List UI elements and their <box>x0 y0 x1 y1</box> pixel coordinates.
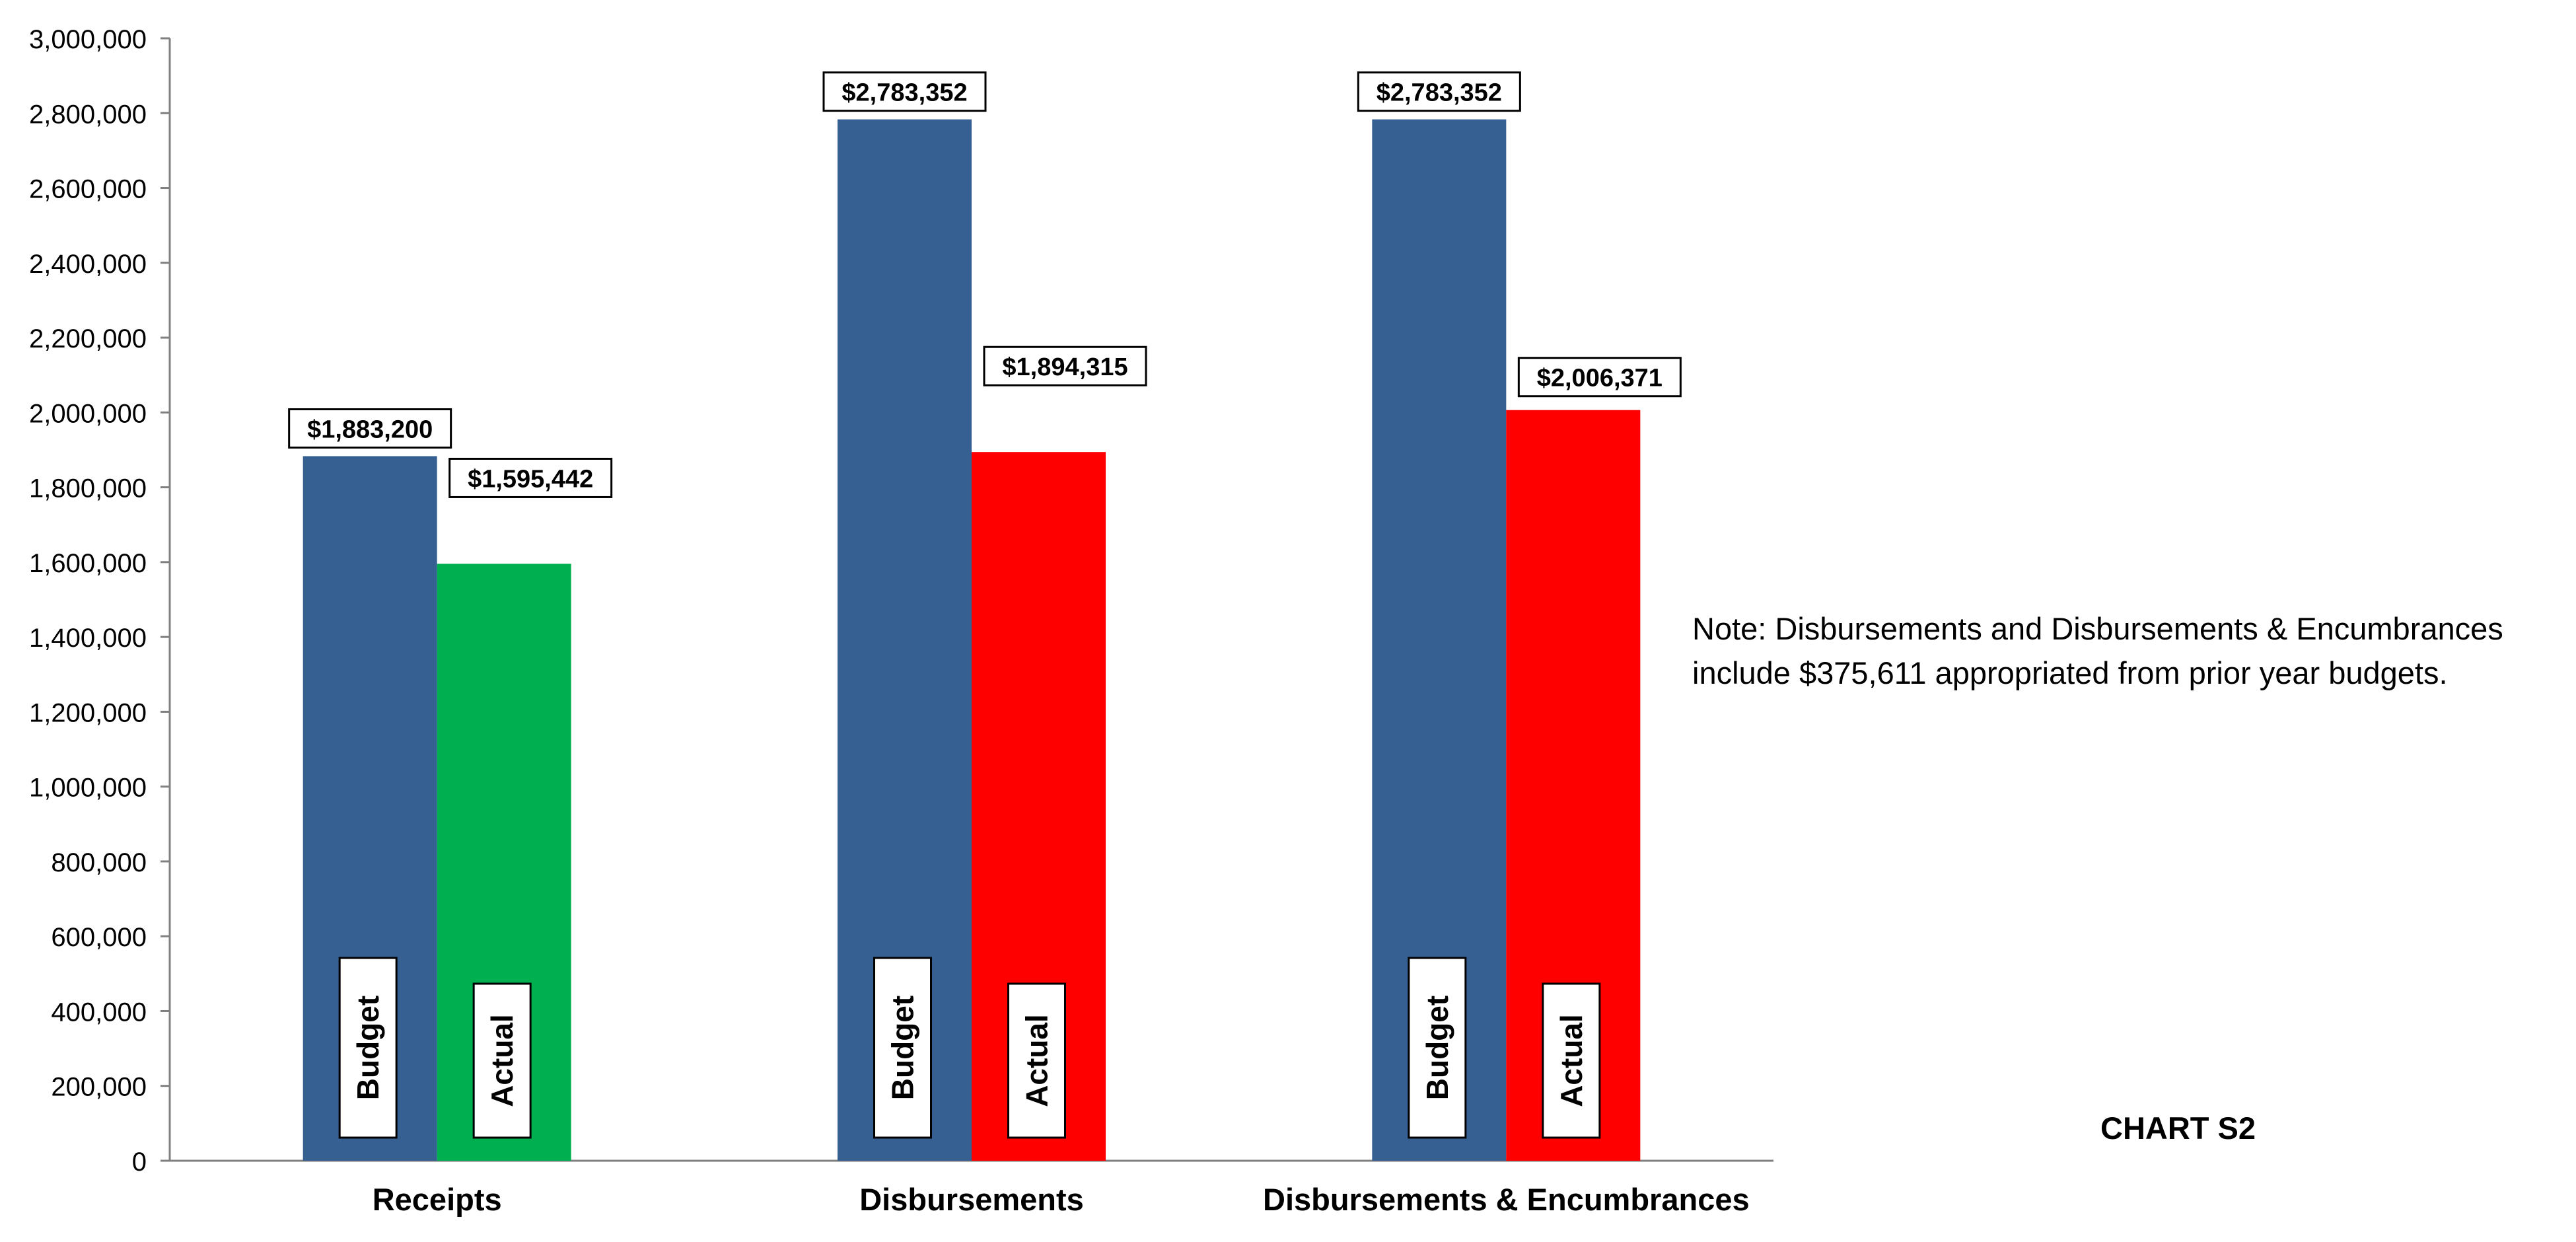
value-label-box <box>983 346 1147 386</box>
y-tick-label: 2,600,000 <box>29 175 147 204</box>
value-label-box <box>448 457 613 498</box>
note-line-1: Note: Disbursements and Disbursements & … <box>1692 611 2503 646</box>
y-tick-label: 0 <box>132 1148 147 1177</box>
x-category-label: Disbursements <box>859 1182 1084 1217</box>
y-tick-label: 1,000,000 <box>29 774 147 803</box>
y-tick-label: 2,000,000 <box>29 399 147 428</box>
y-tick-label: 1,400,000 <box>29 624 147 653</box>
series-label-box <box>338 957 398 1139</box>
x-category-label: Receipts <box>373 1182 502 1217</box>
y-tick-label: 2,400,000 <box>29 250 147 279</box>
series-label-budget: Budget <box>351 996 385 1100</box>
x-category-label: Disbursements & Encumbrances <box>1263 1182 1750 1217</box>
series-label-budget: Budget <box>886 996 920 1100</box>
y-tick-label: 1,600,000 <box>29 549 147 578</box>
series-label-actual: Actual <box>1020 1014 1054 1107</box>
series-label-box <box>472 982 532 1139</box>
y-tick-label: 2,800,000 <box>29 100 147 129</box>
x-axis-labels: Receipts Disbursements Disbursements & Enc… <box>373 1182 1750 1217</box>
y-tick-label: 600,000 <box>51 923 147 952</box>
value-label-box <box>822 71 987 112</box>
value-label: $1,883,200 <box>307 416 433 443</box>
value-label: $1,894,315 <box>1002 353 1127 381</box>
bars: $1,883,200 Budget $1,595,442 Actual $2,783,3… <box>288 71 1682 1161</box>
value-label-box <box>288 408 452 449</box>
value-label: $1,595,442 <box>468 465 593 493</box>
note-line-2: include $375,611 appropriated from prior… <box>1692 655 2448 690</box>
value-label: $2,783,352 <box>841 79 967 107</box>
value-label-box <box>1357 71 1521 112</box>
y-tick-label: 200,000 <box>51 1073 147 1102</box>
y-tick-label: 1,800,000 <box>29 474 147 503</box>
series-label-box <box>1007 982 1066 1139</box>
y-tick-label: 2,200,000 <box>29 324 147 353</box>
y-axis-ticks: 0 200,000 400,000 600,000 800,000 1,000,000 1,… <box>29 25 170 1177</box>
series-label-box <box>1408 957 1467 1139</box>
series-label-budget: Budget <box>1420 996 1454 1100</box>
value-label-box <box>1517 357 1682 398</box>
series-label-actual: Actual <box>1554 1014 1589 1107</box>
series-label-box <box>1542 982 1601 1139</box>
chart-id-label: CHART S2 <box>2100 1111 2256 1146</box>
y-tick-label: 3,000,000 <box>29 25 147 54</box>
note-text: Note: Disbursements and Disbursements & … <box>1692 606 2571 695</box>
y-tick-label: 400,000 <box>51 998 147 1027</box>
value-label: $2,783,352 <box>1377 79 1502 107</box>
y-tick-label: 800,000 <box>51 848 147 877</box>
y-tick-label: 1,200,000 <box>29 698 147 727</box>
value-label: $2,006,371 <box>1537 365 1663 392</box>
series-label-actual: Actual <box>485 1014 519 1107</box>
series-label-box <box>873 957 932 1139</box>
